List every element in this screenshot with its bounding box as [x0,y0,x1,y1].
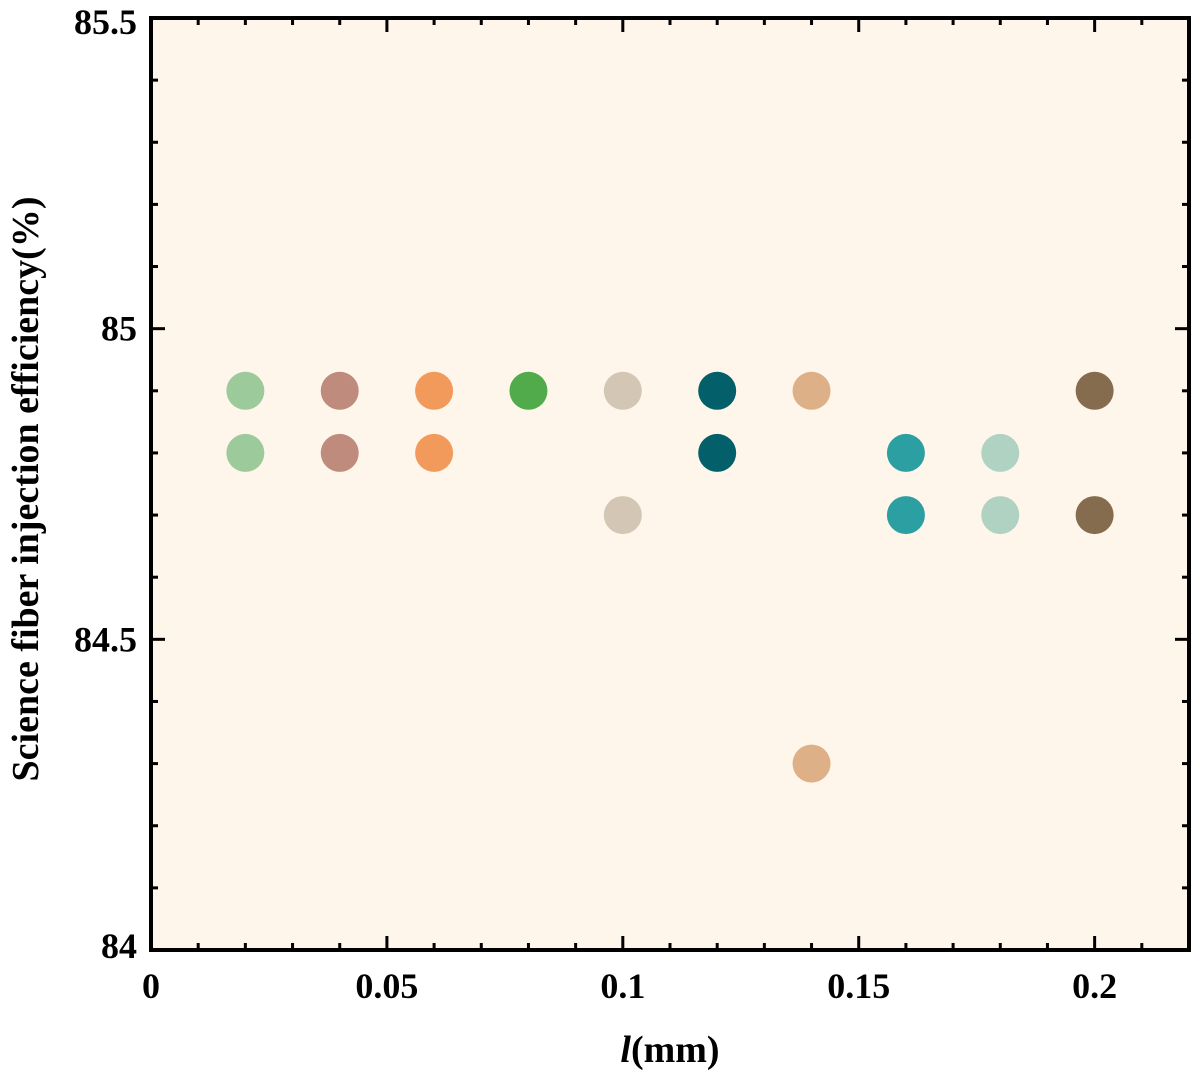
data-point [603,371,642,410]
data-point [603,496,642,535]
data-point [320,433,359,472]
data-point [320,371,359,410]
y-axis-label: Science fiber injection efficiency(%) [5,197,47,782]
data-point [886,433,925,472]
data-point [509,371,548,410]
plot-area [151,18,1189,950]
data-point [226,433,265,472]
y-tick-label: 85 [101,309,137,349]
x-axis-label: l(mm) [620,1029,719,1071]
x-tick-label: 0.05 [355,966,418,1006]
x-tick-label: 0.1 [600,966,645,1006]
y-tick-label: 84 [101,926,137,966]
data-point [226,371,265,410]
x-tick-label: 0.2 [1072,966,1117,1006]
data-point [1075,371,1114,410]
data-point [792,744,831,783]
x-tick-label: 0.15 [827,966,890,1006]
y-tick-label: 84.5 [74,619,137,659]
data-point [981,433,1020,472]
data-point [792,371,831,410]
y-tick-label: 85.5 [74,2,137,42]
data-points [226,371,1114,783]
tick-labels: 0 0.05 0.1 0.15 0.2 84 84.5 85 85.5 [74,2,1117,1006]
data-point [415,433,454,472]
x-axis-label-unit: (mm) [631,1029,720,1071]
data-point [415,371,454,410]
data-point [1075,496,1114,535]
data-point [886,496,925,535]
x-tick-label: 0 [142,966,160,1006]
x-axis-label-variable: l [620,1029,631,1071]
data-point [698,371,737,410]
data-point [698,433,737,472]
data-point [981,496,1020,535]
plot-frame [149,16,1191,952]
